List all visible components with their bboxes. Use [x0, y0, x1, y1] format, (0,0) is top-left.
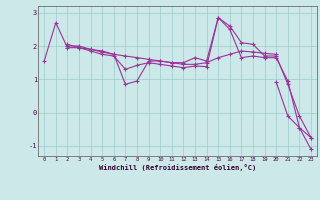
X-axis label: Windchill (Refroidissement éolien,°C): Windchill (Refroidissement éolien,°C): [99, 164, 256, 171]
